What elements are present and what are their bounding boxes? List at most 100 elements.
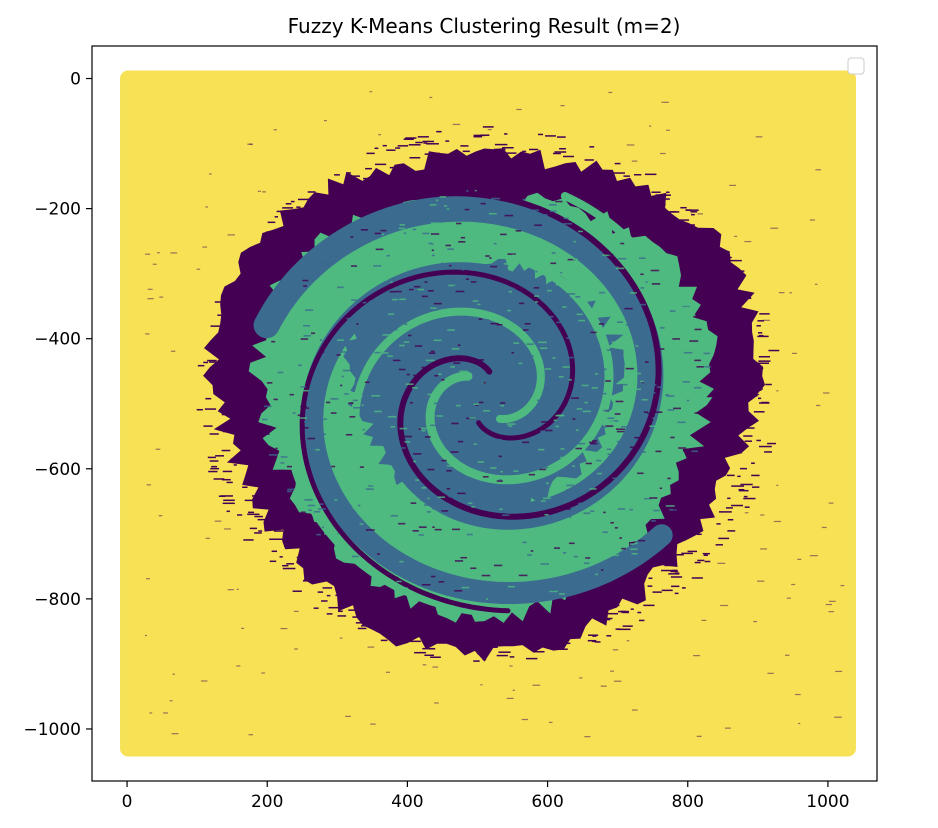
speck-point [809, 555, 818, 557]
ring-edge-point [668, 573, 680, 575]
texture-point [377, 553, 381, 555]
texture-point [386, 350, 393, 353]
ring-edge-point [335, 594, 346, 597]
ring-edge-point [757, 397, 762, 400]
texture-point [631, 552, 638, 555]
legend-box [847, 57, 865, 75]
ring-edge-point [244, 499, 258, 502]
ring-edge-point [712, 277, 720, 280]
ring-edge-point [212, 340, 217, 342]
ring-edge-point [757, 362, 769, 364]
texture-point [431, 249, 434, 252]
ring-edge-point [222, 344, 227, 347]
ring-edge-point [646, 205, 653, 207]
texture-point [421, 366, 429, 369]
texture-point [598, 368, 607, 371]
texture-point [430, 424, 439, 427]
texture-point [323, 418, 327, 421]
ring-edge-point [511, 630, 523, 633]
texture-point [461, 586, 470, 589]
ring-edge-point [254, 515, 263, 518]
texture-point [527, 484, 530, 487]
plot-area [120, 70, 856, 757]
texture-point [457, 492, 466, 495]
speck-point [776, 484, 779, 486]
texture-point [491, 197, 501, 200]
texture-point [496, 323, 503, 326]
texture-point [671, 392, 677, 395]
texture-point [469, 365, 477, 368]
ring-edge-point [214, 301, 226, 303]
texture-point [599, 291, 606, 294]
ring-edge-point [731, 318, 743, 320]
texture-point [641, 381, 645, 384]
texture-point [499, 508, 503, 511]
texture-point [430, 222, 440, 224]
texture-point [556, 321, 564, 324]
ring-edge-point [691, 577, 703, 579]
texture-point [424, 436, 431, 438]
ring-edge-point [564, 642, 571, 645]
ring-edge-point [337, 615, 347, 617]
texture-point [375, 550, 378, 553]
ring-edge-point [681, 240, 687, 242]
ring-edge-point [313, 607, 319, 609]
texture-point [496, 438, 502, 441]
texture-point [493, 245, 500, 248]
ring-edge-point [215, 455, 224, 457]
texture-point [595, 373, 598, 375]
texture-point [629, 513, 637, 516]
texture-point [313, 510, 321, 513]
texture-point [446, 469, 452, 472]
ring-edge-point [246, 269, 257, 272]
texture-point [351, 299, 357, 301]
ring-edge-point [382, 144, 387, 147]
ring-edge-point [643, 604, 655, 607]
texture-point [641, 318, 647, 320]
ring-edge-point [633, 174, 642, 176]
speck-point [370, 723, 376, 725]
ring-edge-point [221, 478, 231, 481]
speck-point [610, 670, 615, 672]
texture-point [568, 379, 572, 381]
texture-point [356, 261, 360, 264]
ring-edge-point [213, 478, 225, 480]
ring-edge-point [387, 635, 400, 637]
ring-edge-point [267, 221, 276, 224]
ring-edge-point [757, 320, 765, 322]
ring-edge-point [358, 181, 370, 184]
texture-point [399, 224, 405, 226]
speck-point [146, 484, 151, 486]
ring-edge-point [522, 150, 527, 153]
ring-edge-point [704, 269, 709, 271]
ring-edge-point [203, 425, 213, 427]
texture-point [334, 499, 338, 501]
texture-point [461, 269, 465, 271]
ring-edge-point [374, 163, 387, 166]
texture-point [540, 437, 544, 440]
texture-point [297, 414, 303, 417]
ring-edge-point [209, 361, 217, 363]
texture-point [550, 262, 557, 265]
texture-point [382, 334, 391, 336]
ring-edge-point [584, 173, 598, 176]
texture-point [391, 504, 398, 506]
texture-point [700, 432, 706, 434]
texture-point [557, 414, 565, 417]
texture-point [576, 408, 583, 410]
texture-point [696, 366, 704, 368]
ring-edge-point [614, 604, 620, 607]
texture-point [530, 209, 539, 212]
ring-edge-point [670, 576, 683, 578]
texture-point [473, 343, 479, 346]
ring-edge-point [266, 231, 278, 233]
texture-point [637, 451, 646, 453]
texture-point [541, 421, 549, 423]
speck-point [280, 627, 288, 630]
ring-edge-point [757, 389, 762, 391]
speck-point [579, 677, 583, 679]
texture-point [323, 453, 326, 455]
ring-edge-point [273, 240, 278, 243]
speck-point [696, 735, 702, 737]
ring-edge-point [357, 627, 367, 630]
